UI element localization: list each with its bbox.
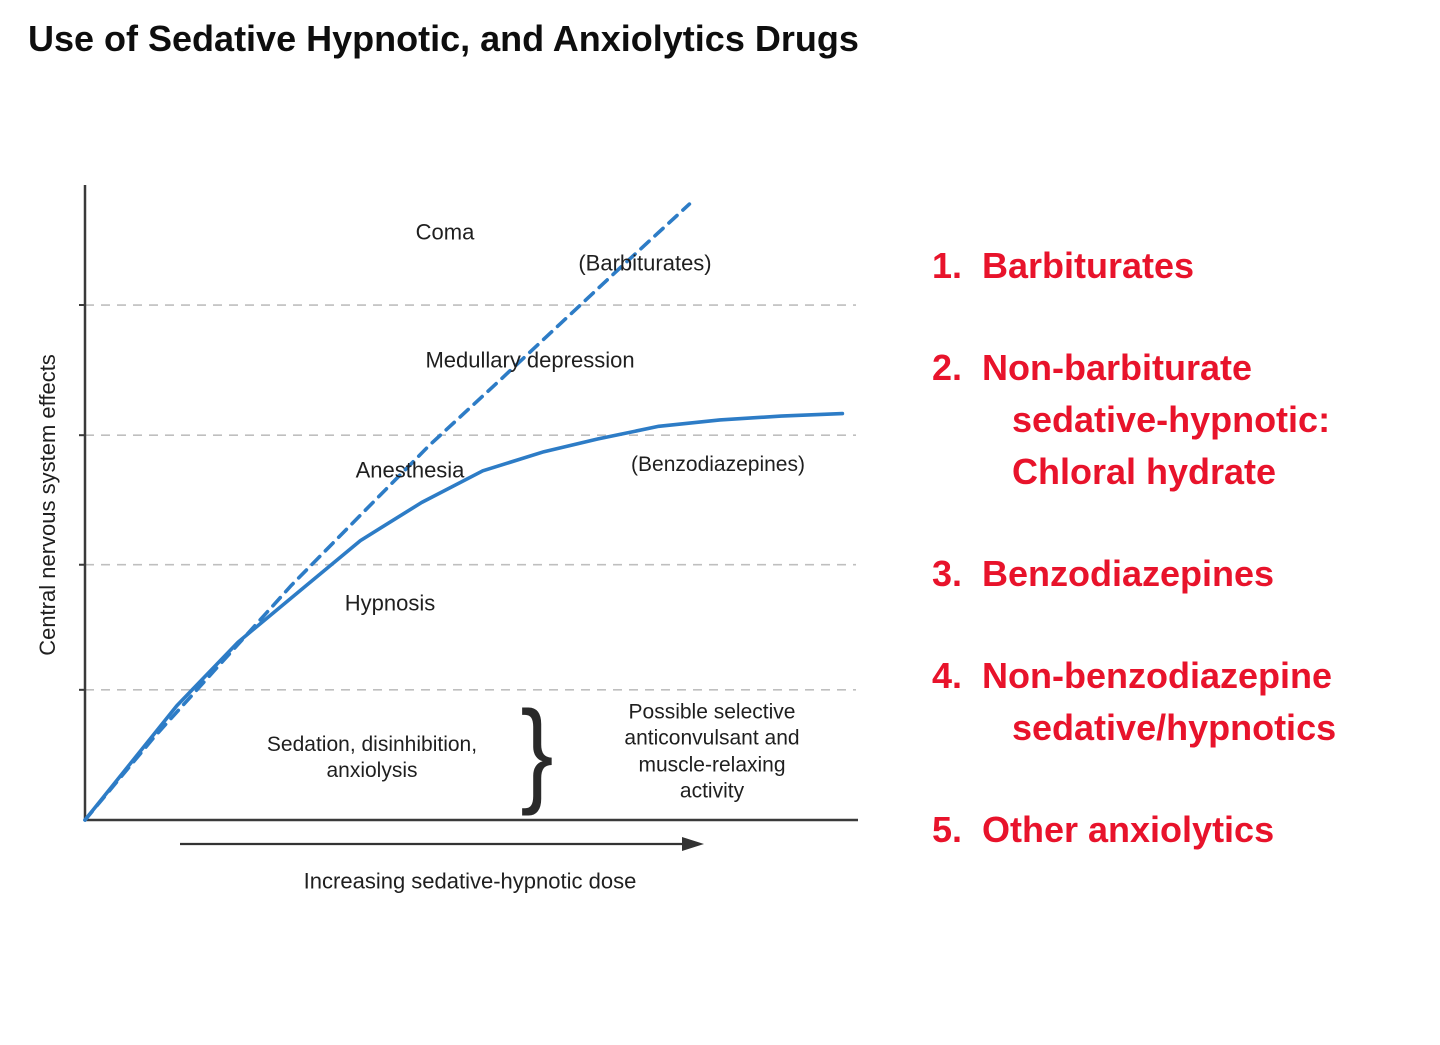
list-item-number: 3. [932, 553, 963, 594]
dose-response-chart: Coma (Barbiturates) Medullary depression… [35, 150, 910, 930]
list-item-text: Other anxiolytics [982, 809, 1275, 850]
chart-canvas [79, 185, 858, 851]
list-item-text: Benzodiazepines [982, 553, 1275, 594]
drug-list-item-2: 2. Non-barbiturate sedative-hypnotic: Chlor… [932, 342, 1412, 498]
annotation-medullary-depression: Medullary depression [425, 347, 635, 373]
annotation-anesthesia: Anesthesia [355, 457, 465, 483]
drug-list-item-5: 5. Other anxiolytics [932, 804, 1412, 856]
annotation-possible-selective-activity: Possible selective anticonvulsant and mu… [624, 700, 800, 803]
drug-list-item-3: 3. Benzodiazepines [932, 548, 1412, 600]
x-axis-label: Increasing sedative-hypnotic dose [303, 868, 637, 894]
list-item-text: Non-benzodiazepine sedative/hypnotics [982, 655, 1337, 748]
drug-list-item-4: 4. Non-benzodiazepine sedative/hypnotics [932, 650, 1412, 754]
list-item-number: 2. [932, 347, 963, 388]
annotation-barbiturates-curve-label: (Barbiturates) [578, 250, 712, 276]
curly-brace: } [520, 686, 554, 817]
annotation-sedation-disinhibition-anxiolysis: Sedation, disinhibition, anxiolysis [266, 732, 478, 782]
list-item-number: 5. [932, 809, 963, 850]
list-item-text: Non-barbiturate sedative-hypnotic: Chloral… [982, 347, 1331, 492]
y-axis-label: Central nervous system effects [35, 354, 60, 656]
drug-list-item-1: 1. Barbiturates [932, 240, 1412, 292]
annotation-hypnosis: Hypnosis [344, 590, 436, 616]
page-title: Use of Sedative Hypnotic, and Anxiolytic… [28, 18, 859, 59]
drug-class-list: 1. Barbiturates 2. Non-barbiturate sedative-… [932, 240, 1412, 906]
list-item-number: 4. [932, 655, 963, 696]
annotation-coma: Coma [415, 219, 475, 245]
list-item-number: 1. [932, 245, 963, 286]
annotation-benzodiazepines-curve-label: (Benzodiazepines) [631, 452, 805, 476]
list-item-text: Barbiturates [982, 245, 1195, 286]
